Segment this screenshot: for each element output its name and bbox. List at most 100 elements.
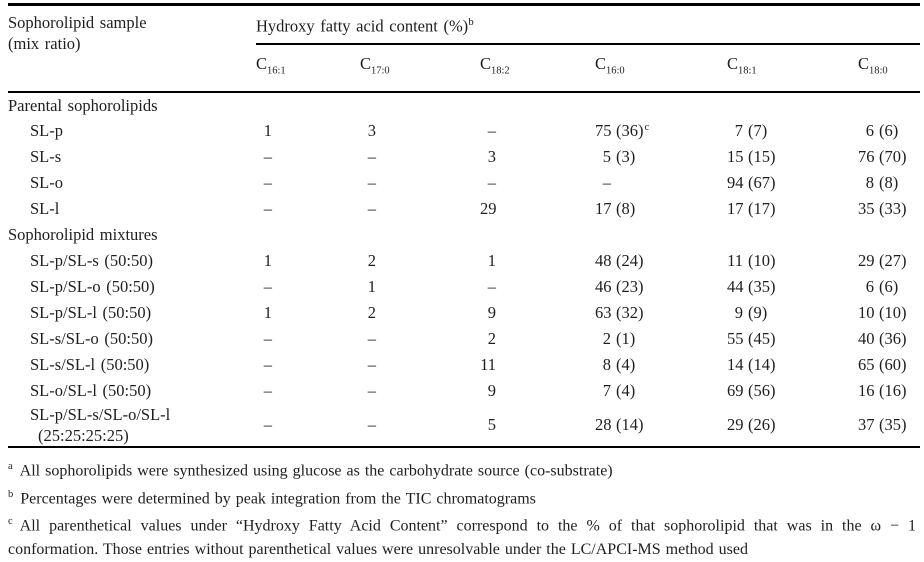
section-row: Sophorolipid mixtures [8, 222, 920, 248]
value-cell: – [263, 199, 272, 219]
section-label: Sophorolipid mixtures [8, 225, 158, 245]
column-header-base: C [727, 53, 739, 73]
paper-table-page: Sophorolipid sample (mix ratio) Hydroxy … [8, 3, 920, 559]
sample-label: SL-p [30, 121, 63, 141]
table-row: SL-p/SL-l (50:50) 1 2 9 63 (32) 9 (9) 10 (10) [8, 300, 920, 326]
column-header-sub: 16:0 [606, 64, 625, 76]
footnote-b: b Percentages were determined by peak int… [8, 483, 916, 511]
value-cell: 17 (8) [595, 199, 636, 219]
footnote-b-text: Percentages were determined by peak inte… [20, 489, 536, 507]
value-cell: 16 (16) [858, 381, 907, 401]
value-cell: 8 (8) [865, 173, 899, 193]
value-cell: – [263, 415, 272, 435]
table-row: SL-p 1 3 – 75 (36)c 7 (7) 6 (6) [8, 118, 920, 144]
value-cell: 14 (14) [727, 355, 776, 375]
value-cell: 1 [367, 277, 376, 297]
table-row: SL-p/SL-s/SL-o/SL-l (25:25:25:25) – – 5 28 (14… [8, 404, 920, 447]
sample-label: SL-s/SL-o (50:50) [30, 329, 153, 349]
column-header-base: C [480, 53, 492, 73]
value-cell: 2 [367, 251, 376, 271]
value-cell: 65 (60) [858, 355, 907, 375]
column-header-c18-2: C18:2 [480, 44, 595, 92]
footnote-c-text: All parenthetical values under “Hydroxy … [8, 517, 916, 559]
column-header-c17-0: C17:0 [360, 44, 480, 92]
value-cell: – [263, 381, 272, 401]
value-cell: 29 (26) [727, 415, 776, 435]
value-cell: – [263, 355, 272, 375]
sample-label: SL-l [30, 199, 60, 219]
value-cell: 17 (17) [727, 199, 776, 219]
value-cell: 9 [487, 381, 496, 401]
value-cell: – [487, 277, 496, 297]
spanner-text: Hydroxy fatty acid content (%) [256, 16, 469, 36]
footnote-a-marker: a [8, 460, 13, 472]
value-cell: 76 (70) [858, 147, 907, 167]
value-cell: 46 (23) [595, 277, 644, 297]
fatty-acid-table: Sophorolipid sample (mix ratio) Hydroxy … [8, 3, 920, 448]
value-cell: 3 [487, 147, 496, 167]
value-cell: 1 [263, 121, 272, 141]
value-cell: 75 (36)c [595, 121, 650, 141]
value-cell: 5 (3) [602, 147, 636, 167]
table-row: SL-s – – 3 5 (3) 15 (15) 76 (70) [8, 144, 920, 170]
value-cell: 5 [487, 415, 496, 435]
value-cell: 2 [487, 329, 496, 349]
column-header-base: C [858, 53, 870, 73]
sample-label: SL-o/SL-l (50:50) [30, 381, 152, 401]
sample-label: SL-p/SL-s (50:50) [30, 251, 153, 271]
sample-label: SL-p/SL-l (50:50) [30, 303, 152, 323]
value-cell: 29 (27) [858, 251, 907, 271]
table-row: SL-p/SL-s (50:50) 1 2 1 48 (24) 11 (10) 29 (27) [8, 248, 920, 274]
spanner-footnote-marker: b [468, 16, 474, 28]
value-cell: – [367, 381, 376, 401]
value-cell: – [367, 147, 376, 167]
value-cell: 8 (4) [602, 355, 636, 375]
table-header: Sophorolipid sample (mix ratio) Hydroxy … [8, 4, 920, 92]
value-cell: 11 (10) [727, 251, 776, 271]
column-header-sub: 18:1 [738, 64, 757, 76]
value-cell: 9 [487, 303, 496, 323]
table-row: SL-o/SL-l (50:50) – – 9 7 (4) 69 (56) 16 (16) [8, 378, 920, 404]
sample-label: SL-o [30, 173, 63, 193]
section-label: Parental sophorolipids [8, 95, 158, 115]
column-header-sub: 16:1 [267, 64, 286, 76]
value-cell: 44 (35) [727, 277, 776, 297]
value-cell: 1 [263, 303, 272, 323]
value-cell: – [367, 199, 376, 219]
value-cell: – [263, 147, 272, 167]
footnote-b-marker: b [8, 488, 14, 500]
sample-label: SL-p/SL-s/SL-o/SL-l (25:25:25:25) [30, 404, 171, 445]
header-row-1: Sophorolipid sample (mix ratio) Hydroxy … [8, 4, 920, 53]
value-cell: 7 (4) [602, 381, 636, 401]
table-row: SL-p/SL-o (50:50) – 1 – 46 (23) 44 (35) 6 (6) [8, 274, 920, 300]
column-header-c18-0: C18:0 [858, 44, 920, 92]
value-cell: 35 (33) [858, 199, 907, 219]
value-cell: 15 (15) [727, 147, 776, 167]
value-cell: 7 (7) [734, 121, 768, 141]
value-cell: 40 (36) [858, 329, 907, 349]
value-cell: – [367, 329, 376, 349]
table-row: SL-l – – 29 17 (8) 17 (17) 35 (33) [8, 196, 920, 222]
column-header-base: C [360, 53, 372, 73]
value-cell: – [367, 173, 376, 193]
value-cell: – [263, 329, 272, 349]
column-header-base: C [595, 53, 607, 73]
table-row: SL-s/SL-o (50:50) – – 2 2 (1) 55 (45) 40 (36) [8, 326, 920, 352]
value-cell: 29 [480, 199, 497, 219]
value-cell: 2 (1) [602, 329, 636, 349]
value-cell: 11 [480, 355, 496, 375]
sample-column-header: Sophorolipid sample (mix ratio) [8, 5, 256, 92]
value-cell: – [487, 121, 496, 141]
column-header-base: C [256, 53, 268, 73]
spanner-header: Hydroxy fatty acid content (%)b [256, 4, 920, 45]
column-header-sub: 18:0 [869, 64, 888, 76]
value-cell: 1 [487, 251, 496, 271]
value-cell: 28 (14) [595, 415, 644, 435]
table-body: Parental sophorolipids SL-p 1 3 – 75 (36)c 7 (7)… [8, 91, 920, 447]
footnote-a-text: All sophorolipids were synthesized using… [19, 462, 613, 480]
column-header-sub: 17:0 [371, 64, 390, 76]
header-row-2: C16:1 C17:0 C18:2 C16:0 C18:1 C18:0 [8, 44, 920, 92]
table-row: SL-o – – – – 94 (67) 8 (8) [8, 170, 920, 196]
sample-label: SL-p/SL-o (50:50) [30, 277, 155, 297]
value-cell: – [367, 415, 376, 435]
